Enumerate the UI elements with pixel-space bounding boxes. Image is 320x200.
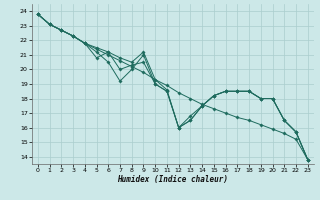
X-axis label: Humidex (Indice chaleur): Humidex (Indice chaleur)	[117, 175, 228, 184]
